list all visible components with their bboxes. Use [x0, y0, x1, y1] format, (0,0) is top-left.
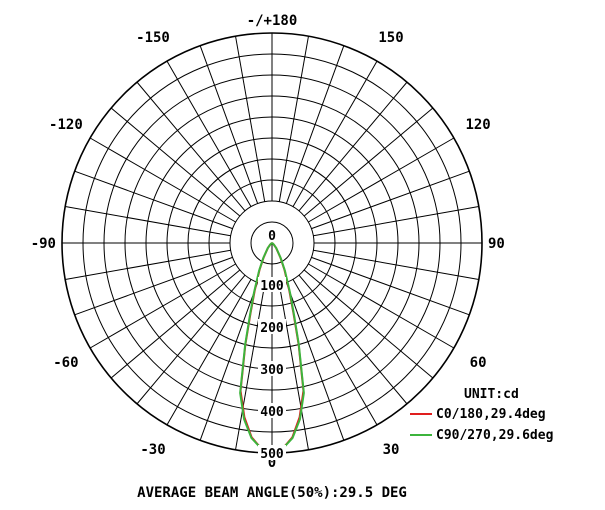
angle-tick-label: -90 [31, 236, 56, 252]
grid-spoke [278, 284, 309, 450]
grid-spoke [110, 107, 241, 217]
grid-spoke [235, 284, 266, 450]
radial-label-bg [258, 403, 286, 418]
intensity-curve [239, 242, 305, 454]
grid-spoke [74, 170, 233, 230]
angle-tick-label: -30 [140, 442, 165, 458]
grid-spoke [311, 170, 470, 230]
grid-spoke [110, 269, 241, 379]
grid-spoke [65, 206, 231, 237]
legend-entry: C90/270,29.6deg [436, 428, 553, 443]
grid-spoke [89, 263, 236, 349]
grid-spoke [292, 60, 378, 207]
grid-spoke [285, 282, 345, 441]
angle-tick-label: -150 [136, 30, 170, 46]
grid-spoke [166, 279, 252, 426]
angle-tick-label: 150 [378, 30, 403, 46]
grid-spoke [74, 256, 233, 316]
grid-spoke [136, 274, 246, 405]
radial-label-bg [258, 319, 286, 334]
angle-tick-label: -120 [49, 117, 83, 133]
intensity-curves [239, 242, 305, 454]
grid-spoke [308, 137, 455, 223]
radial-label-bg [258, 445, 286, 460]
angle-tick-label: -/+180 [247, 13, 298, 29]
grid-spoke [278, 36, 309, 202]
grid-spoke [313, 206, 479, 237]
grid-spoke [292, 279, 378, 426]
angle-tick-label: 0 [268, 455, 276, 471]
grid-spoke [166, 60, 252, 207]
legend-entry: C0/180,29.4deg [436, 407, 546, 422]
grid-spoke [313, 249, 479, 280]
center-zero-label: 0 [268, 229, 276, 244]
legend: UNIT:cd C0/180,29.4deg C90/270,29.6deg [410, 387, 553, 443]
grid-spoke [303, 107, 434, 217]
angle-tick-label: 60 [470, 355, 487, 371]
radial-tick-label: 300 [260, 363, 284, 378]
angle-tick-label: -60 [53, 355, 78, 371]
grid-spoke [285, 45, 345, 204]
grid-spoke [308, 263, 455, 349]
grid-spoke [303, 269, 434, 379]
radial-tick-label: 200 [260, 321, 284, 336]
grid-spoke [298, 274, 408, 405]
grid-spoke [298, 81, 408, 212]
radial-label-bg [258, 277, 286, 292]
grid-spoke [235, 36, 266, 202]
angle-tick-label: 90 [488, 236, 505, 252]
grid-spoke [65, 249, 231, 280]
radial-tick-label: 500 [260, 447, 284, 462]
grid-spoke [199, 45, 259, 204]
angle-tick-label: 30 [383, 442, 400, 458]
grid-spoke [136, 81, 246, 212]
radial-label-bg [258, 361, 286, 376]
radial-tick-label: 400 [260, 405, 284, 420]
grid-spoke [89, 137, 236, 223]
grid-spoke [311, 256, 470, 316]
unit-label: UNIT:cd [464, 387, 519, 402]
beam-angle-caption: AVERAGE BEAM ANGLE(50%):29.5 DEG [137, 485, 407, 501]
angle-tick-label: 120 [465, 117, 490, 133]
grid-spoke [199, 282, 259, 441]
chart-labels: -/+1801501209060300-30-60-90-120-1501002… [31, 13, 505, 471]
radial-tick-label: 100 [260, 279, 284, 294]
